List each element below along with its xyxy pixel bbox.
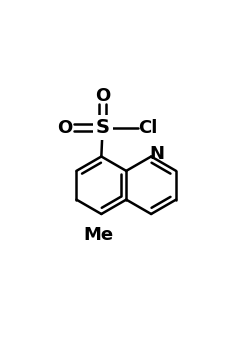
Text: Cl: Cl bbox=[138, 119, 158, 137]
Text: O: O bbox=[57, 119, 72, 137]
Text: N: N bbox=[149, 145, 164, 163]
Text: Me: Me bbox=[84, 226, 114, 244]
Text: S: S bbox=[96, 118, 110, 137]
Text: O: O bbox=[95, 87, 110, 105]
